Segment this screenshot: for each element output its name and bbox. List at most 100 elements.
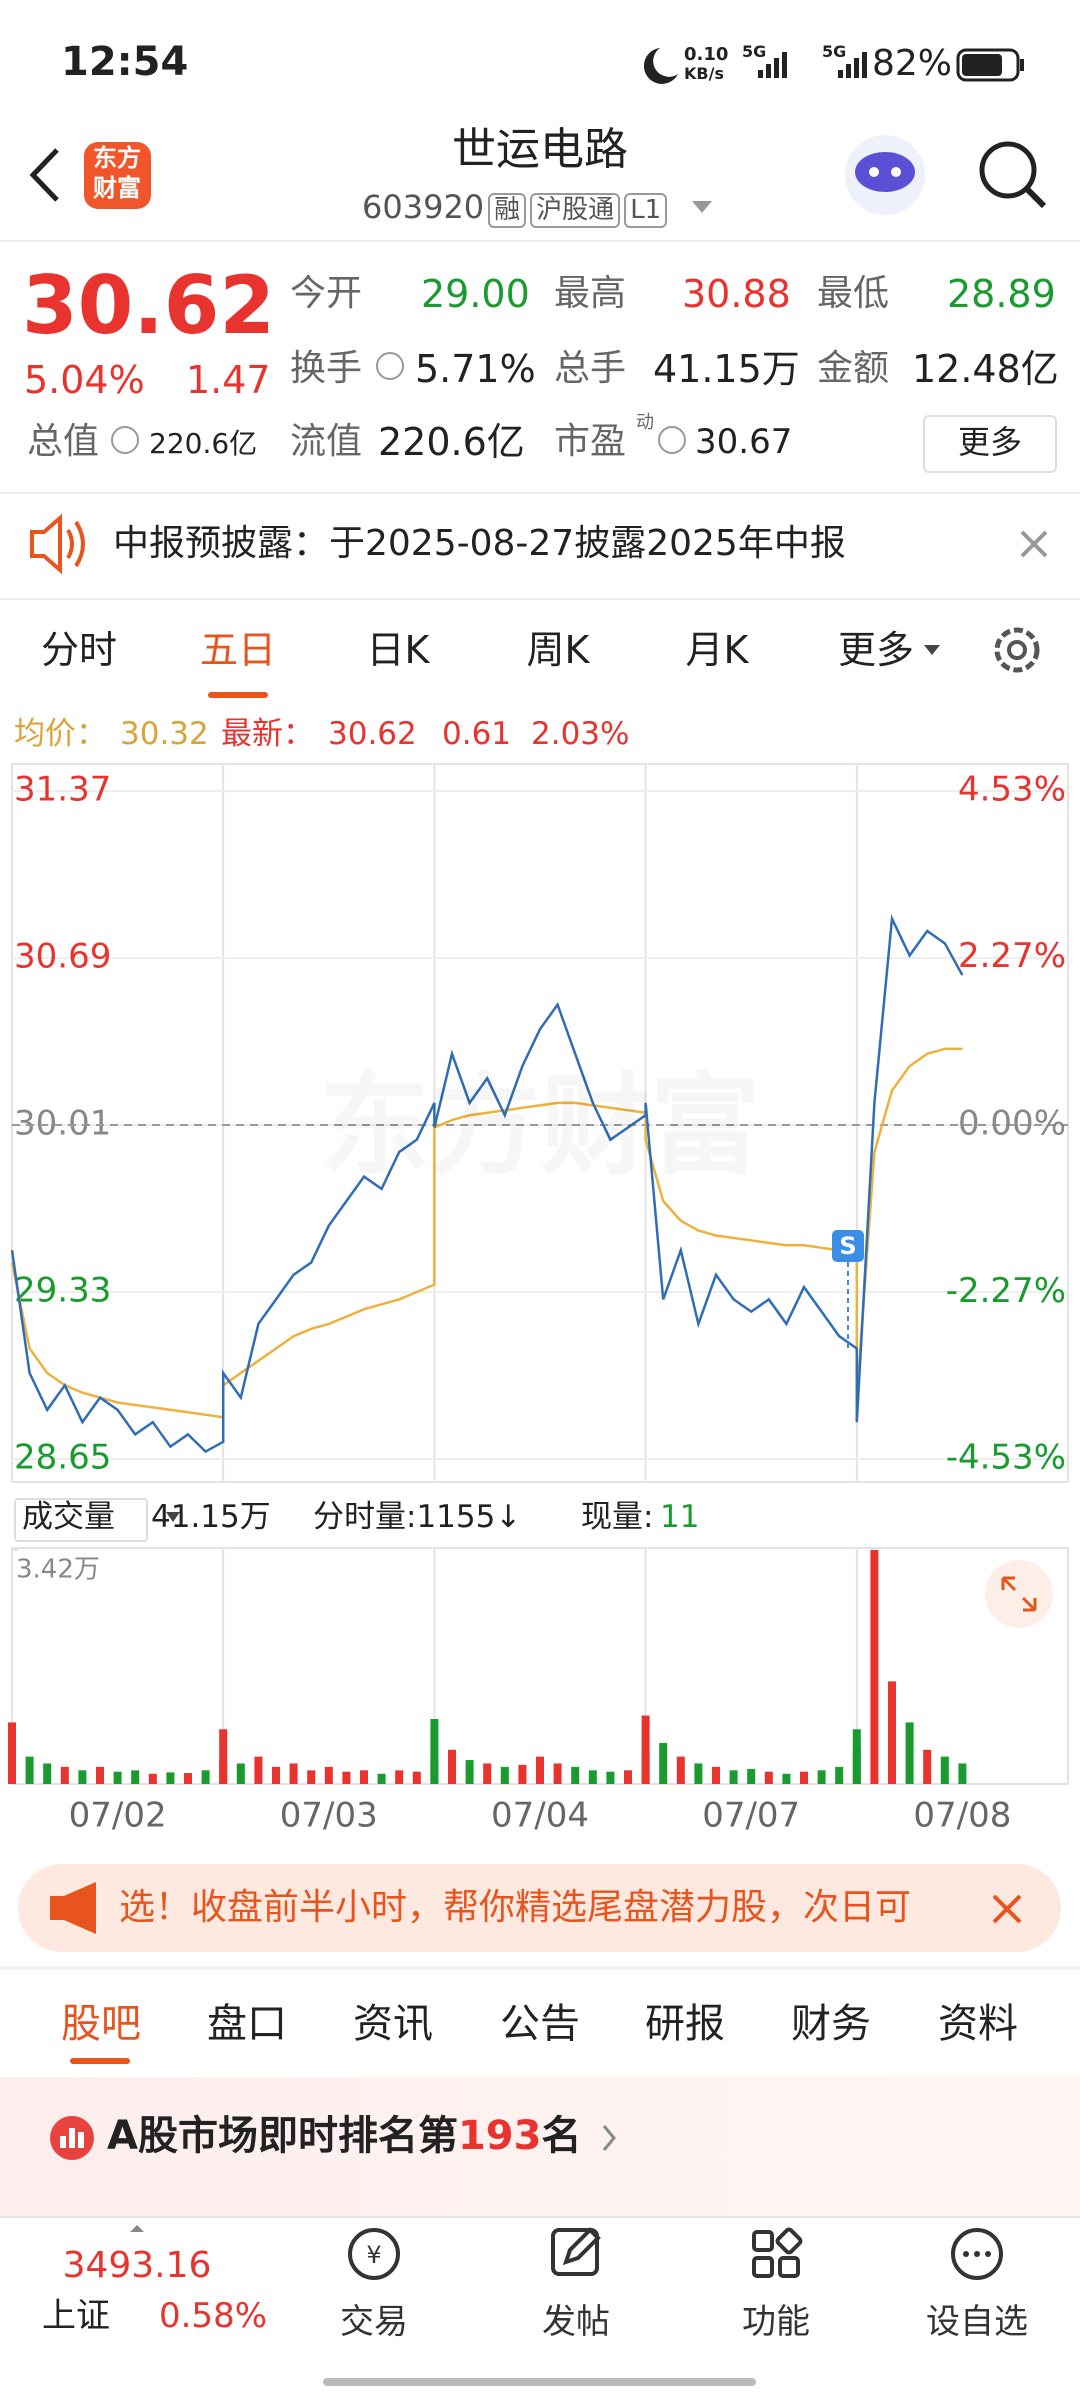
volume-bar	[307, 1770, 316, 1784]
y-tick-label: 29.33	[14, 1271, 111, 1311]
field-value: 220.6亿	[149, 427, 258, 460]
field-label: 金额	[817, 348, 890, 389]
volume-label[interactable]: 成交量	[22, 1499, 115, 1535]
search-button[interactable]	[979, 141, 1047, 209]
close-banner[interactable]	[992, 1894, 1022, 1924]
banner-text[interactable]: 选！收盘前半小时，帮你精选尾盘潜力股，次日可	[119, 1887, 912, 1928]
settings-button[interactable]	[994, 627, 1040, 673]
clock: 12:54	[61, 39, 189, 85]
volume-bar	[166, 1772, 175, 1784]
last-value: 30.62	[328, 716, 417, 752]
field-label: 流值	[290, 421, 363, 462]
volume-bar	[606, 1771, 615, 1784]
volume-dropdown-icon[interactable]	[166, 1512, 180, 1522]
index-pct[interactable]: 0.58%	[158, 2296, 268, 2336]
nav-item[interactable]: 设自选	[926, 2302, 1028, 2342]
volume-bar	[219, 1729, 228, 1784]
notice-bar[interactable]	[0, 492, 1080, 600]
volume-bar	[448, 1749, 456, 1784]
volume-bar	[940, 1756, 949, 1784]
volume-bar	[113, 1771, 122, 1784]
volume-bar	[553, 1763, 562, 1784]
volume-bar	[588, 1770, 597, 1784]
content-tab[interactable]: 财务	[791, 2001, 871, 2047]
more-dropdown-icon[interactable]	[924, 645, 940, 655]
volume-bar	[905, 1722, 914, 1784]
s-marker: S	[832, 1230, 864, 1352]
field-label: 最高	[554, 273, 627, 314]
logo[interactable]	[84, 142, 151, 209]
content-tab-active[interactable]: 股吧	[61, 2001, 141, 2047]
index-name[interactable]: 上证	[42, 2296, 110, 2336]
content-tab[interactable]: 资讯	[353, 2001, 433, 2047]
volume-bar	[518, 1764, 527, 1784]
index-toggle[interactable]	[130, 2225, 144, 2232]
more-button[interactable]: 更多	[957, 423, 1023, 461]
notice-text[interactable]: 中报预披露：于2025-08-27披露2025年中报	[113, 523, 846, 564]
stock-code: 603920 融沪股通 L1	[362, 188, 668, 229]
volume-bar	[659, 1742, 668, 1784]
average-line	[10, 1047, 963, 1419]
expand-button[interactable]	[985, 1560, 1053, 1628]
period-tab[interactable]: 分时	[40, 628, 118, 672]
volume-bar	[852, 1729, 861, 1784]
assistant-avatar[interactable]	[845, 135, 925, 215]
nav-item[interactable]: 功能	[742, 2302, 810, 2342]
field-label: 今开	[290, 273, 363, 314]
content-tab[interactable]: 资料	[938, 2001, 1018, 2047]
volume-bar	[78, 1770, 87, 1784]
pe-type: 动	[636, 412, 654, 433]
promo-banner[interactable]	[18, 1864, 1061, 1952]
field-value: 12.48亿	[912, 347, 1059, 391]
volume-bar	[324, 1766, 333, 1784]
x-tick-label: 07/02	[69, 1796, 167, 1836]
volume-bar	[236, 1763, 245, 1784]
volume-bar	[676, 1756, 685, 1784]
y-tick-label: 28.65	[14, 1438, 111, 1478]
content-tab[interactable]: 公告	[500, 2001, 580, 2047]
ranking[interactable]: A股市场即时排名第193名	[107, 2112, 581, 2160]
change-pct: 5.04%	[24, 358, 145, 402]
back-button[interactable]	[29, 148, 59, 202]
volume-selector[interactable]	[14, 1498, 148, 1542]
period-tab[interactable]: 日K	[366, 628, 430, 672]
field-value: 30.67	[695, 422, 793, 462]
y-tick-label: 30.01	[14, 1104, 111, 1144]
volume-bar	[377, 1773, 386, 1784]
x-tick-label: 07/03	[280, 1796, 378, 1836]
volume-bar	[412, 1771, 421, 1784]
period-tab-active[interactable]: 五日	[199, 628, 277, 672]
volume-bar	[254, 1756, 263, 1784]
field-value: 220.6亿	[378, 420, 525, 464]
volume-bar	[536, 1756, 544, 1784]
content-tab[interactable]: 盘口	[207, 2001, 287, 2047]
volume-bar	[148, 1773, 157, 1784]
dropdown-icon[interactable]	[692, 201, 712, 213]
nav-item[interactable]: 发帖	[542, 2302, 610, 2342]
period-tab[interactable]: 周K	[526, 628, 590, 672]
period-tab[interactable]: 更多	[837, 628, 915, 672]
more-button-frame[interactable]	[923, 415, 1057, 473]
field-label: 最低	[817, 273, 890, 314]
field-value: 41.15万	[653, 347, 800, 391]
svg-text:¥: ¥	[366, 2241, 381, 2269]
nav-icons[interactable]	[348, 2227, 1003, 2280]
volume-bar	[571, 1766, 580, 1784]
volume-bar	[694, 1763, 703, 1784]
volume-bar	[360, 1770, 368, 1784]
nav-item[interactable]: 交易	[340, 2302, 408, 2342]
content-tab[interactable]: 研报	[645, 2001, 725, 2047]
field-label: 市盈	[554, 421, 627, 462]
volume-bar	[395, 1770, 404, 1784]
ranking-bar[interactable]	[0, 2077, 1080, 2216]
index-value[interactable]: 3493.16	[62, 2245, 212, 2286]
y-tick-label: 30.69	[14, 937, 111, 977]
y-tick-label: 31.37	[14, 770, 111, 810]
close-notice[interactable]	[1020, 530, 1048, 558]
volume-bar	[923, 1749, 932, 1784]
last-pct: 2.03%	[531, 716, 630, 752]
period-tab[interactable]: 月K	[685, 628, 749, 672]
